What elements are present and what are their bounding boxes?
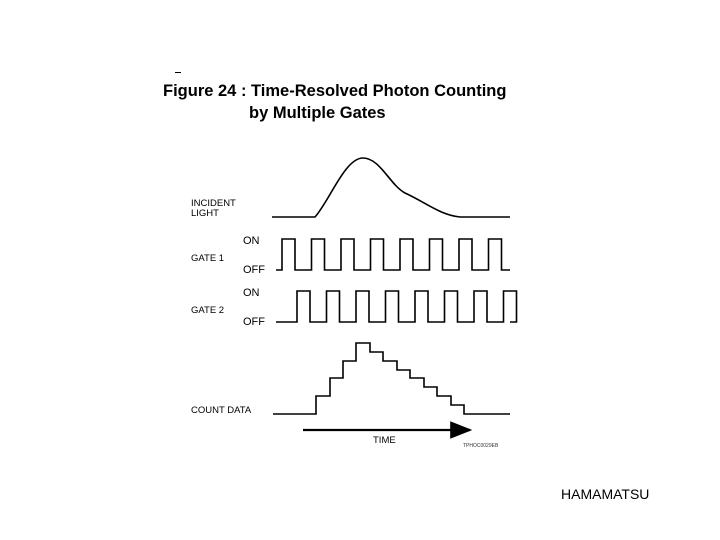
count-data-label: COUNT DATA — [191, 405, 252, 416]
figure-title: Figure 24 : Time-Resolved Photon Countin… — [163, 80, 506, 124]
gate2-label: GATE 2 — [191, 305, 224, 316]
gate2-waveform — [276, 290, 518, 323]
figure-title-line2: by Multiple Gates — [249, 104, 386, 122]
incident-light-curve — [272, 157, 510, 218]
gate1-label: GATE 1 — [191, 253, 224, 264]
incident-label-line2: LIGHT — [191, 208, 219, 219]
gate1-on-label: ON — [243, 235, 260, 247]
incident-label-line1: INCIDENT — [191, 198, 236, 209]
stray-dash — [175, 72, 181, 73]
gate1-waveform — [276, 238, 510, 271]
figure-code: TPHOC0029EB — [463, 443, 499, 449]
gate2-off-label: OFF — [243, 316, 265, 328]
time-axis-label: TIME — [373, 435, 396, 446]
count-data-staircase — [273, 342, 510, 415]
footer-brand: HAMAMATSU — [561, 486, 650, 502]
gate2-on-label: ON — [243, 287, 260, 299]
gate1-off-label: OFF — [243, 264, 265, 276]
figure-title-line1: Figure 24 : Time-Resolved Photon Countin… — [163, 82, 507, 100]
